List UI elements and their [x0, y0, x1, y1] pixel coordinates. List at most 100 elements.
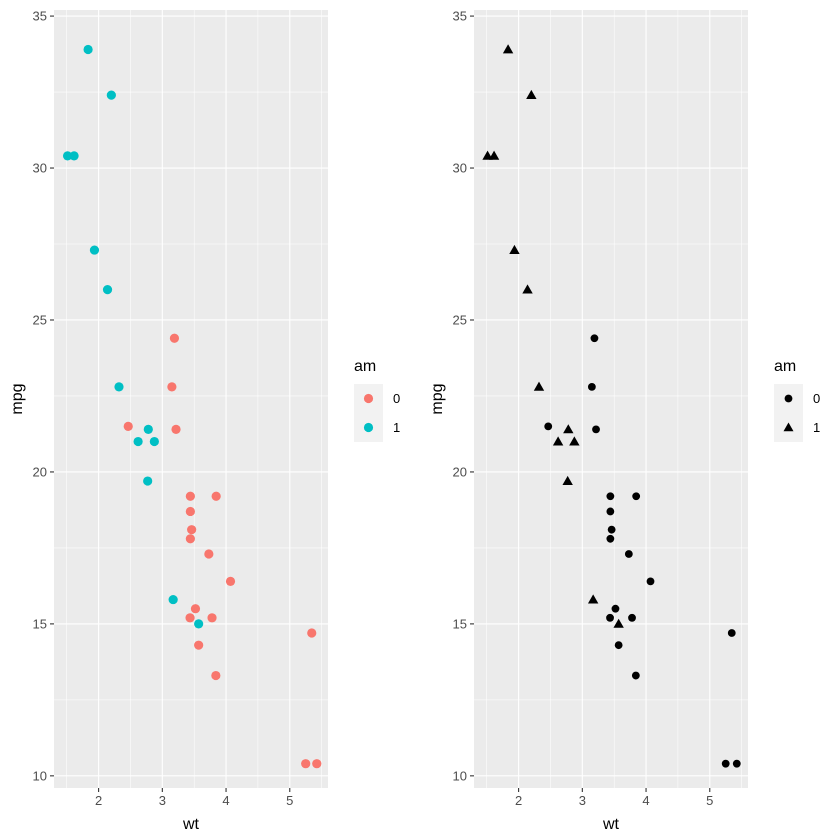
data-point [552, 436, 564, 446]
data-point [307, 628, 317, 638]
y-tick-label: 30 [33, 161, 47, 176]
data-point [185, 491, 195, 501]
data-point [587, 594, 599, 604]
data-point [211, 670, 221, 681]
data-point [123, 421, 133, 431]
data-point [607, 525, 616, 534]
data-point [646, 577, 655, 586]
legend-label: 0 [393, 391, 400, 406]
data-point [611, 604, 620, 613]
data-point [592, 425, 600, 434]
data-point [606, 492, 615, 501]
legend-symbol [783, 422, 794, 432]
y-axis-title: mpg [429, 383, 446, 414]
y-axis-title: mpg [9, 383, 26, 414]
x-axis-title: wt [182, 816, 200, 833]
y-tick-label: 20 [33, 464, 47, 479]
y-tick-label: 10 [33, 768, 47, 783]
data-point [312, 759, 322, 769]
y-tick-label: 25 [453, 312, 467, 327]
data-point [606, 613, 614, 622]
legend-label: 1 [393, 420, 400, 435]
data-point [563, 424, 574, 434]
legend: am 0 1 [774, 358, 820, 442]
data-point [569, 436, 580, 446]
data-point [502, 44, 514, 54]
y-tick-label: 25 [33, 312, 47, 327]
x-tick-label: 2 [515, 793, 522, 808]
data-point [732, 759, 741, 768]
y-tick-label: 35 [33, 9, 47, 24]
data-point [606, 507, 615, 516]
data-point [185, 534, 195, 544]
data-point [613, 618, 624, 628]
x-tick-label: 3 [159, 793, 166, 808]
y-tick-label: 20 [453, 464, 467, 479]
data-point [225, 576, 236, 586]
data-point [562, 475, 573, 485]
panel-1: 2 3 4 5 10 15 20 25 30 35 wt mpg am 0 1 [9, 9, 400, 833]
data-point [69, 151, 79, 161]
y-tick-label: 15 [453, 616, 467, 631]
x-tick-label: 4 [642, 793, 649, 808]
data-point [143, 476, 153, 486]
data-point [587, 382, 596, 391]
y-tick-label: 15 [33, 616, 47, 631]
data-point [149, 436, 159, 447]
data-point [169, 333, 180, 343]
data-point [143, 424, 153, 434]
x-tick-label: 3 [579, 793, 586, 808]
panel-2: 2 3 4 5 10 15 20 25 30 35 wt mpg am 0 1 [429, 9, 820, 833]
data-point [522, 284, 533, 294]
data-point [211, 491, 221, 501]
legend-symbol [363, 393, 374, 404]
data-point [632, 492, 641, 501]
data-point [133, 436, 143, 447]
data-point [631, 671, 640, 680]
data-point [194, 619, 204, 629]
x-tick-label: 5 [706, 793, 713, 808]
data-point [727, 629, 736, 637]
x-tick-label: 4 [222, 793, 229, 808]
data-point [207, 613, 217, 623]
y-tick-label: 30 [453, 161, 467, 176]
data-point [114, 382, 124, 392]
data-point [204, 549, 214, 559]
legend: am 0 1 [354, 358, 400, 442]
data-point [185, 613, 195, 623]
data-point [606, 534, 615, 543]
data-point [628, 613, 636, 622]
data-point [106, 90, 116, 100]
y-tick-label: 10 [453, 768, 467, 783]
data-point [544, 422, 553, 431]
legend-title: am [774, 358, 796, 375]
legend-symbol [363, 422, 374, 433]
data-point [83, 44, 93, 55]
data-point [526, 89, 537, 99]
x-tick-label: 5 [286, 793, 293, 808]
data-point [301, 759, 311, 769]
x-tick-label: 2 [95, 793, 102, 808]
legend-title: am [354, 358, 376, 375]
panel-background [474, 10, 748, 788]
data-point [590, 334, 599, 343]
panel-background [54, 10, 328, 788]
data-point [168, 594, 178, 605]
data-point [533, 381, 545, 391]
data-point [62, 151, 73, 161]
data-point [185, 506, 195, 517]
data-point [171, 424, 181, 434]
data-point [624, 550, 633, 558]
legend-label: 1 [813, 420, 820, 435]
data-point [509, 244, 520, 254]
data-point [614, 641, 623, 650]
data-point [102, 284, 113, 295]
data-point [89, 245, 100, 255]
data-point [167, 382, 177, 392]
data-point [187, 525, 197, 535]
data-point [721, 759, 730, 768]
data-point [194, 640, 204, 650]
y-tick-label: 35 [453, 9, 467, 24]
legend-symbol [784, 394, 793, 403]
